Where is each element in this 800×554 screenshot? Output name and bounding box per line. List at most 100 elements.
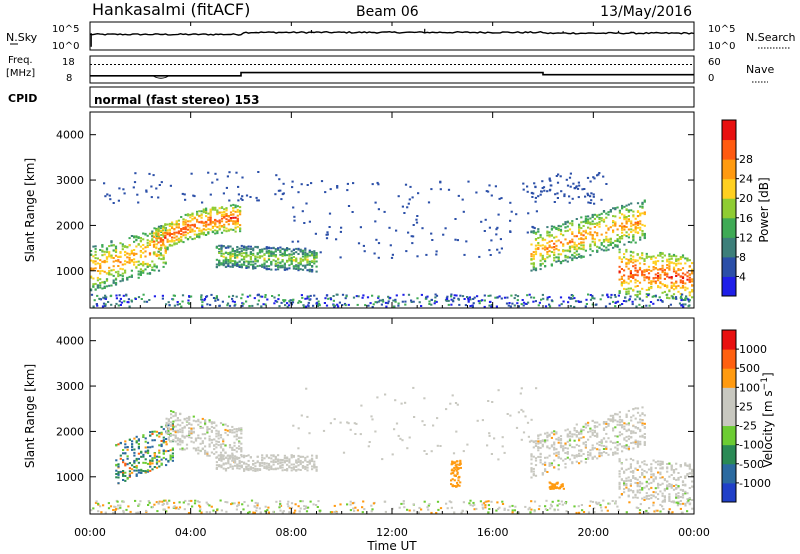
power-cell <box>151 241 154 243</box>
power-cell <box>155 187 158 190</box>
power-cell <box>176 303 179 306</box>
velocity-cell <box>634 439 637 442</box>
power-cell <box>639 238 642 241</box>
power-cell <box>688 276 691 279</box>
velocity-cell <box>652 504 655 507</box>
velocity-cell <box>435 512 438 514</box>
velocity-cell <box>605 421 608 423</box>
velocity-cell <box>231 465 234 468</box>
velocity-cell <box>659 510 662 513</box>
power-cell <box>629 260 632 263</box>
power-cell <box>556 192 559 195</box>
velocity-cell <box>304 468 307 470</box>
power-cell <box>159 247 162 250</box>
velocity-cell <box>281 459 284 461</box>
velocity-cell <box>220 454 223 457</box>
y-tick-label: 3000 <box>56 174 84 187</box>
velocity-cell <box>607 453 610 456</box>
power-cell <box>556 197 559 199</box>
velocity-cell <box>190 423 193 426</box>
velocity-cell <box>169 432 172 435</box>
power-cell <box>232 207 235 210</box>
power-cell <box>503 296 507 299</box>
power-cell <box>110 294 113 297</box>
power-cell <box>236 218 239 221</box>
power-cell <box>121 263 124 266</box>
power-cell <box>652 277 655 280</box>
velocity-cell <box>605 452 608 454</box>
velocity-cell <box>593 507 596 510</box>
power-cell <box>288 259 291 262</box>
velocity-cell <box>240 464 243 467</box>
power-cell <box>274 265 277 267</box>
power-cell <box>649 301 653 303</box>
power-cell <box>573 297 576 300</box>
nsearch-label: N.Search <box>746 31 796 44</box>
power-cell <box>510 210 513 213</box>
power-cell <box>550 246 553 249</box>
velocity-cell <box>691 468 694 471</box>
velocity-cell <box>532 467 535 470</box>
velocity-cell <box>137 457 140 460</box>
power-cell <box>339 230 342 233</box>
power-cell <box>241 195 244 198</box>
power-cell <box>567 301 570 304</box>
power-cell <box>650 258 653 260</box>
power-cell <box>546 230 549 233</box>
power-cell <box>299 260 302 263</box>
velocity-cell <box>197 446 200 449</box>
velocity-cell <box>612 453 615 456</box>
power-cell <box>647 255 651 258</box>
velocity-cell <box>165 430 168 433</box>
power-cell <box>150 196 153 199</box>
power-cell <box>654 260 657 263</box>
power-cell <box>180 228 183 230</box>
power-cell <box>677 290 680 293</box>
power-cell <box>346 182 349 185</box>
velocity-cell <box>228 444 232 446</box>
velocity-cell <box>620 467 623 470</box>
velocity-cell <box>160 458 163 461</box>
power-cell <box>289 299 292 302</box>
power-cell <box>201 305 204 308</box>
power-cell <box>618 236 621 238</box>
power-cell <box>410 301 413 303</box>
velocity-cell <box>142 455 145 458</box>
power-cell <box>643 211 646 214</box>
velocity-cell <box>144 461 147 464</box>
velocity-cell <box>659 467 662 470</box>
velocity-cell <box>183 448 186 451</box>
velocity-cell <box>295 465 298 468</box>
power-cell <box>614 305 617 308</box>
power-cell <box>220 214 224 216</box>
power-cell <box>548 235 551 238</box>
velocity-cell <box>614 500 617 503</box>
power-cell <box>634 278 637 281</box>
velocity-cell <box>495 509 498 512</box>
power-cell <box>564 238 567 241</box>
power-cell <box>557 239 560 242</box>
power-cell <box>411 242 414 245</box>
power-cell <box>496 226 499 229</box>
velocity-cell <box>304 459 307 462</box>
power-cell <box>220 246 223 249</box>
power-cell <box>181 294 185 297</box>
velocity-cell <box>453 466 456 469</box>
power-cell <box>159 227 162 230</box>
power-cell <box>621 213 624 216</box>
power-cell <box>105 296 108 299</box>
velocity-cell <box>190 429 193 431</box>
power-cell <box>564 254 567 257</box>
velocity-cell <box>97 510 100 513</box>
power-cell <box>602 218 606 221</box>
power-cell <box>605 235 608 238</box>
power-cell <box>191 238 194 241</box>
velocity-cell <box>117 504 120 507</box>
velocity-cell <box>607 418 610 421</box>
velocity-cell <box>670 500 673 503</box>
power-cell <box>92 305 95 308</box>
velocity-cell <box>233 444 236 447</box>
power-cell <box>569 185 572 188</box>
power-cell <box>245 267 248 269</box>
power-cell <box>282 299 285 302</box>
